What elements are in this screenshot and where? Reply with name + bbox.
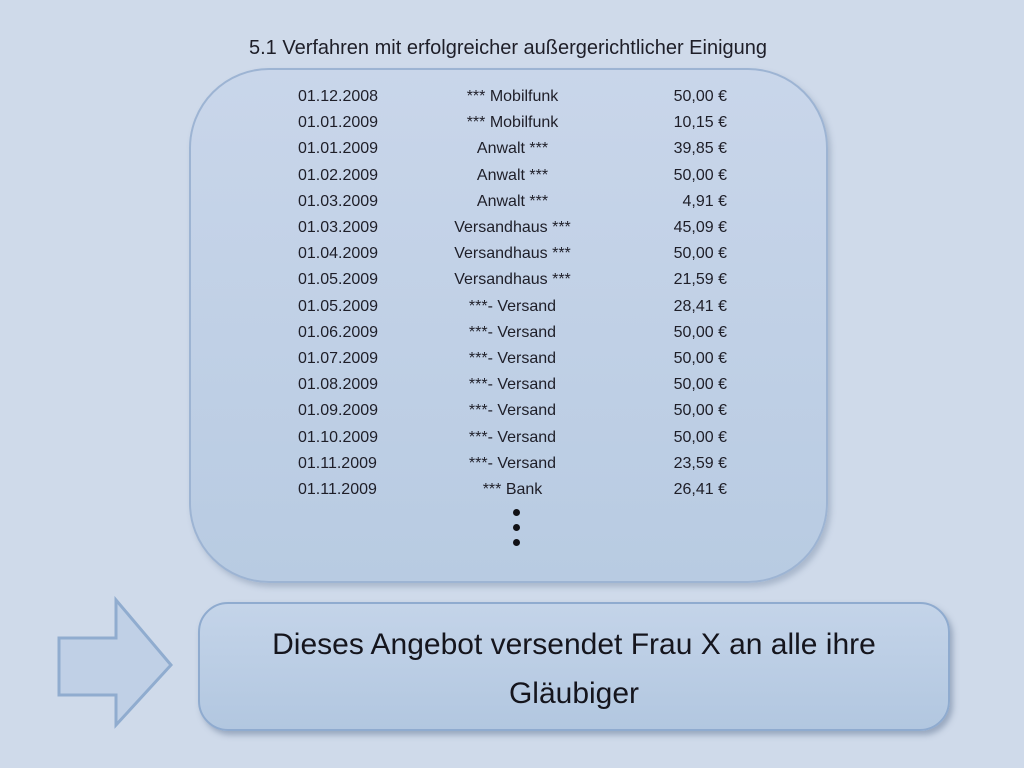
payment-creditor: ***- Versand xyxy=(468,428,557,446)
table-row: 01.09.2009 ***- Versand 50,00 € xyxy=(298,398,727,424)
table-row: 01.04.2009 Versandhaus *** 50,00 € xyxy=(298,241,727,267)
payment-date: 01.08.2009 xyxy=(298,376,379,394)
payment-date: 01.12.2008 xyxy=(298,88,379,106)
payment-amount: 26,41 € xyxy=(673,480,727,498)
payment-date: 01.06.2009 xyxy=(298,323,379,341)
payment-amount: 50,00 € xyxy=(673,166,727,184)
table-row: 01.05.2009 ***- Versand 28,41 € xyxy=(298,294,727,320)
payment-date: 01.05.2009 xyxy=(298,271,379,289)
payment-amount: 50,00 € xyxy=(673,349,727,367)
payment-amount: 45,09 € xyxy=(673,219,727,237)
payment-amount: 10,15 € xyxy=(673,114,727,132)
payment-creditor: ***- Versand xyxy=(468,349,557,367)
payment-date: 01.09.2009 xyxy=(298,402,379,420)
payment-amount: 50,00 € xyxy=(673,402,727,420)
payment-creditor: Versandhaus *** xyxy=(454,245,571,263)
table-row: 01.05.2009 Versandhaus *** 21,59 € xyxy=(298,267,727,293)
table-row: 01.02.2009 Anwalt *** 50,00 € xyxy=(298,163,727,189)
callout-line: Gläubiger xyxy=(508,677,640,710)
callout-line: Dieses Angebot versendet Frau X an alle … xyxy=(272,628,876,661)
table-row: 01.12.2008 *** Mobilfunk 50,00 € xyxy=(298,84,727,110)
payment-amount: 28,41 € xyxy=(673,297,727,315)
payment-creditor: Anwalt *** xyxy=(476,192,549,210)
table-row: 01.07.2009 ***- Versand 50,00 € xyxy=(298,346,727,372)
vertical-ellipsis-icon xyxy=(513,509,520,546)
payment-date: 01.03.2009 xyxy=(298,192,379,210)
slide-title: 5.1 Verfahren mit erfolgreicher außerger… xyxy=(248,37,768,59)
payment-amount: 50,00 € xyxy=(673,88,727,106)
payment-amount: 50,00 € xyxy=(673,323,727,341)
table-row: 01.11.2009 *** Bank 26,41 € xyxy=(298,477,727,503)
payment-amount: 21,59 € xyxy=(673,271,727,289)
payment-creditor: ***- Versand xyxy=(468,297,557,315)
payment-creditor: Versandhaus *** xyxy=(454,271,571,289)
payment-date: 01.03.2009 xyxy=(298,219,379,237)
payment-creditor: Anwalt *** xyxy=(476,166,549,184)
payments-box: 01.12.2008 *** Mobilfunk 50,00 € 01.01.2009… xyxy=(189,68,828,583)
payment-amount: 4,91 € xyxy=(682,192,727,210)
payment-creditor: ***- Versand xyxy=(468,454,557,472)
payment-amount: 23,59 € xyxy=(673,454,727,472)
right-block-arrow-icon xyxy=(57,596,173,729)
callout-text: Dieses Angebot versendet Frau X an alle … xyxy=(200,604,948,718)
table-row: 01.08.2009 ***- Versand 50,00 € xyxy=(298,372,727,398)
ellipsis-dot xyxy=(513,539,520,546)
payment-amount: 39,85 € xyxy=(673,140,727,158)
table-row: 01.10.2009 ***- Versand 50,00 € xyxy=(298,424,727,450)
payment-amount: 50,00 € xyxy=(673,245,727,263)
table-row: 01.01.2009 *** Mobilfunk 10,15 € xyxy=(298,110,727,136)
payment-creditor: *** Bank xyxy=(482,480,543,498)
payment-date: 01.11.2009 xyxy=(298,480,377,498)
payment-creditor: ***- Versand xyxy=(468,323,557,341)
table-row: 01.03.2009 Anwalt *** 4,91 € xyxy=(298,189,727,215)
payment-date: 01.01.2009 xyxy=(298,114,379,132)
payment-date: 01.10.2009 xyxy=(298,428,379,446)
table-row: 01.06.2009 ***- Versand 50,00 € xyxy=(298,320,727,346)
payment-date: 01.07.2009 xyxy=(298,349,379,367)
payment-date: 01.04.2009 xyxy=(298,245,379,263)
payments-table: 01.12.2008 *** Mobilfunk 50,00 € 01.01.2009… xyxy=(298,84,727,503)
payment-creditor: ***- Versand xyxy=(468,402,557,420)
payment-creditor: Anwalt *** xyxy=(476,140,549,158)
table-row: 01.03.2009 Versandhaus *** 45,09 € xyxy=(298,215,727,241)
payment-date: 01.05.2009 xyxy=(298,297,379,315)
payment-creditor: *** Mobilfunk xyxy=(466,114,559,132)
payment-amount: 50,00 € xyxy=(673,376,727,394)
callout-box: Dieses Angebot versendet Frau X an alle … xyxy=(198,602,950,731)
payment-creditor: Versandhaus *** xyxy=(454,219,571,237)
table-row: 01.01.2009 Anwalt *** 39,85 € xyxy=(298,136,727,162)
ellipsis-dot xyxy=(513,509,520,516)
payment-date: 01.11.2009 xyxy=(298,454,377,472)
payment-creditor: *** Mobilfunk xyxy=(466,88,559,106)
ellipsis-dot xyxy=(513,524,520,531)
table-row: 01.11.2009 ***- Versand 23,59 € xyxy=(298,451,727,477)
payment-amount: 50,00 € xyxy=(673,428,727,446)
payment-date: 01.02.2009 xyxy=(298,166,379,184)
payment-date: 01.01.2009 xyxy=(298,140,379,158)
payment-creditor: ***- Versand xyxy=(468,376,557,394)
